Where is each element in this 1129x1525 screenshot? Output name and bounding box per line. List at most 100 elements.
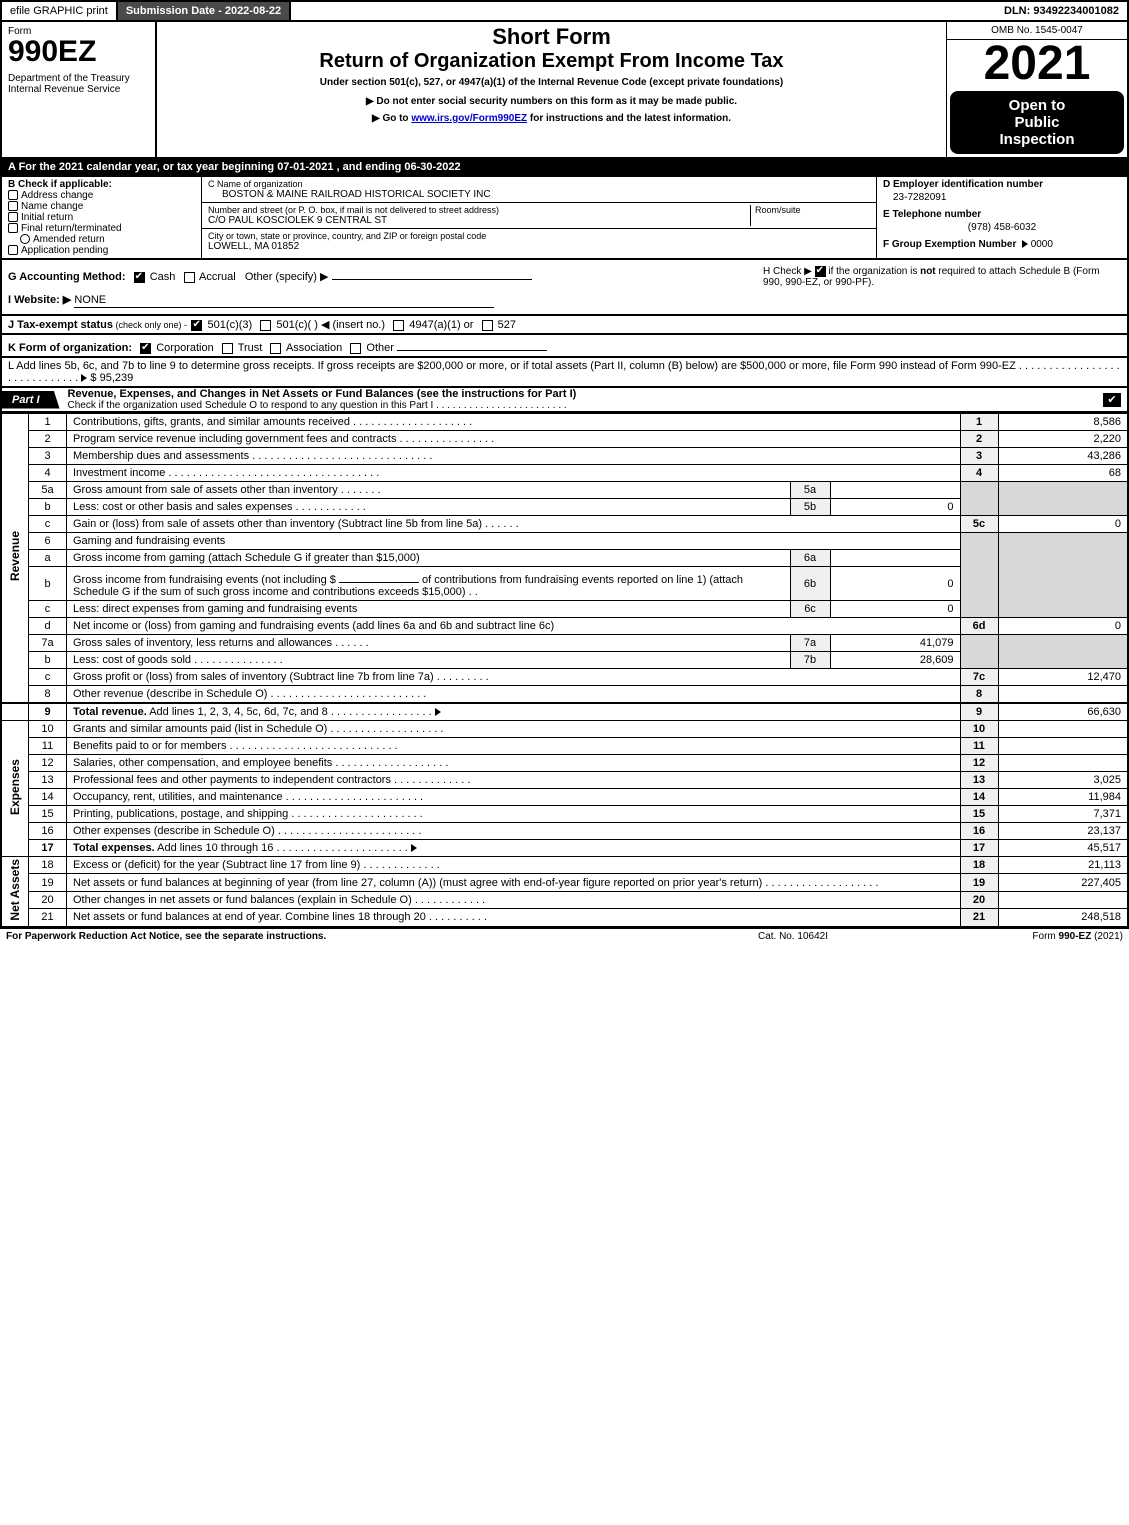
checkbox-icon[interactable] (482, 320, 493, 331)
radio-icon[interactable] (20, 234, 30, 244)
checkbox-checked-icon[interactable] (191, 320, 202, 331)
checkbox-icon[interactable] (184, 272, 195, 283)
dept-label: Department of the Treasury Internal Reve… (8, 73, 149, 95)
c-name-label: C Name of organization (208, 179, 870, 189)
line-desc: Excess or (deficit) for the year (Subtra… (73, 859, 360, 871)
sub-ref: 6a (790, 550, 830, 567)
line-num: 19 (29, 874, 67, 891)
i-label: I Website: ▶ (8, 294, 71, 306)
part-1-check-note: Check if the organization used Schedule … (68, 400, 1103, 411)
line-desc: Other changes in net assets or fund bala… (73, 894, 412, 906)
k-form-of-org: K Form of organization: Corporation Trus… (0, 335, 1129, 358)
sub-amount (830, 482, 960, 499)
line-8: 8 Other revenue (describe in Schedule O)… (1, 686, 1128, 704)
line-num: 1 (29, 414, 67, 431)
line-amount: 8,586 (998, 414, 1128, 431)
tax-year: 2021 (947, 40, 1127, 88)
checkbox-checked-icon[interactable] (134, 272, 145, 283)
h-pre: H Check ▶ (763, 266, 815, 277)
e-phone-label: E Telephone number (883, 209, 1121, 220)
line-amount: 45,517 (998, 840, 1128, 857)
page-footer: For Paperwork Reduction Act Notice, see … (0, 928, 1129, 944)
line-desc: Net assets or fund balances at beginning… (73, 877, 762, 889)
checkbox-checked-icon[interactable] (140, 343, 151, 354)
checkbox-icon[interactable] (8, 201, 18, 211)
line-desc: Other expenses (describe in Schedule O) (73, 825, 275, 837)
line-17: 17 Total expenses. Add lines 10 through … (1, 840, 1128, 857)
sub-ref: 6c (790, 601, 830, 618)
line-num: 3 (29, 448, 67, 465)
k-label: K Form of organization: (8, 342, 132, 354)
line-ref: 14 (960, 789, 998, 806)
part-1-checkbox-icon[interactable]: ✔ (1103, 393, 1121, 407)
shade-cell (960, 533, 998, 618)
checkbox-icon[interactable] (270, 343, 281, 354)
line-1: Revenue 1 Contributions, gifts, grants, … (1, 414, 1128, 431)
line-ref: 11 (960, 738, 998, 755)
line-desc: Less: cost of goods sold (73, 654, 191, 666)
sub-ref: 7b (790, 652, 830, 669)
checkbox-icon[interactable] (8, 190, 18, 200)
shade-cell (960, 482, 998, 516)
checkbox-icon[interactable] (222, 343, 233, 354)
b-item-1: Name change (8, 201, 195, 212)
b-item-5: Application pending (8, 245, 195, 256)
line-20: 20 Other changes in net assets or fund b… (1, 891, 1128, 908)
section-c-name-address: C Name of organization BOSTON & MAINE RA… (202, 177, 877, 258)
line-ref: 8 (960, 686, 998, 704)
line-num: 18 (29, 857, 67, 874)
line-6b: b Gross income from fundraising events (… (1, 567, 1128, 601)
g-accounting: G Accounting Method: Cash Accrual Other … (2, 260, 757, 314)
line-ref: 18 (960, 857, 998, 874)
j-tax-exempt: J Tax-exempt status (check only one) - 5… (0, 316, 1129, 335)
j-small: (check only one) - (113, 320, 190, 330)
k-trust: Trust (238, 342, 263, 354)
line-num: b (29, 652, 67, 669)
c-addr-label: Number and street (or P. O. box, if mail… (208, 205, 750, 215)
line-amount: 43,286 (998, 448, 1128, 465)
line-amount: 23,137 (998, 823, 1128, 840)
checkbox-icon[interactable] (350, 343, 361, 354)
netassets-side-label: Net Assets (1, 857, 29, 927)
line-10: Expenses 10 Grants and similar amounts p… (1, 721, 1128, 738)
checkbox-checked-icon[interactable] (815, 266, 826, 277)
line-amount (998, 721, 1128, 738)
line-num: b (29, 567, 67, 601)
sub-amount (830, 550, 960, 567)
k-other-blank[interactable] (397, 337, 547, 351)
entity-info-grid: B Check if applicable: Address change Na… (0, 177, 1129, 260)
line-4: 4 Investment income . . . . . . . . . . … (1, 465, 1128, 482)
line-desc: Less: direct expenses from gaming and fu… (73, 603, 357, 615)
checkbox-icon[interactable] (8, 212, 18, 222)
line-ref: 4 (960, 465, 998, 482)
checkbox-icon[interactable] (393, 320, 404, 331)
line-ref: 20 (960, 891, 998, 908)
line-6a: a Gross income from gaming (attach Sched… (1, 550, 1128, 567)
line-ref: 1 (960, 414, 998, 431)
checkbox-icon[interactable] (260, 320, 271, 331)
line-19: 19 Net assets or fund balances at beginn… (1, 874, 1128, 891)
catalog-number: Cat. No. 10642I (663, 931, 923, 942)
b-item-3: Final return/terminated (8, 223, 195, 234)
line-num: 15 (29, 806, 67, 823)
g-other-blank[interactable] (332, 266, 532, 280)
checkbox-icon[interactable] (8, 245, 18, 255)
b-item-0: Address change (8, 190, 195, 201)
line-desc: Contributions, gifts, grants, and simila… (73, 416, 350, 428)
goto-pre: ▶ Go to (372, 113, 411, 124)
side-blank (1, 703, 29, 721)
j-527: 527 (498, 319, 516, 331)
g-label: G Accounting Method: (8, 271, 126, 283)
org-name: BOSTON & MAINE RAILROAD HISTORICAL SOCIE… (208, 189, 870, 200)
line-desc: Other revenue (describe in Schedule O) (73, 688, 267, 700)
line-num: 6 (29, 533, 67, 550)
sub-ref: 5b (790, 499, 830, 516)
irs-link[interactable]: www.irs.gov/Form990EZ (411, 113, 527, 124)
line-ref: 15 (960, 806, 998, 823)
line-desc: Membership dues and assessments (73, 450, 249, 462)
line-desc: Gross profit or (loss) from sales of inv… (73, 671, 434, 683)
expenses-side-label: Expenses (1, 721, 29, 857)
submission-date-label: Submission Date - 2022-08-22 (118, 2, 291, 20)
checkbox-icon[interactable] (8, 223, 18, 233)
blank-field[interactable] (339, 569, 419, 583)
